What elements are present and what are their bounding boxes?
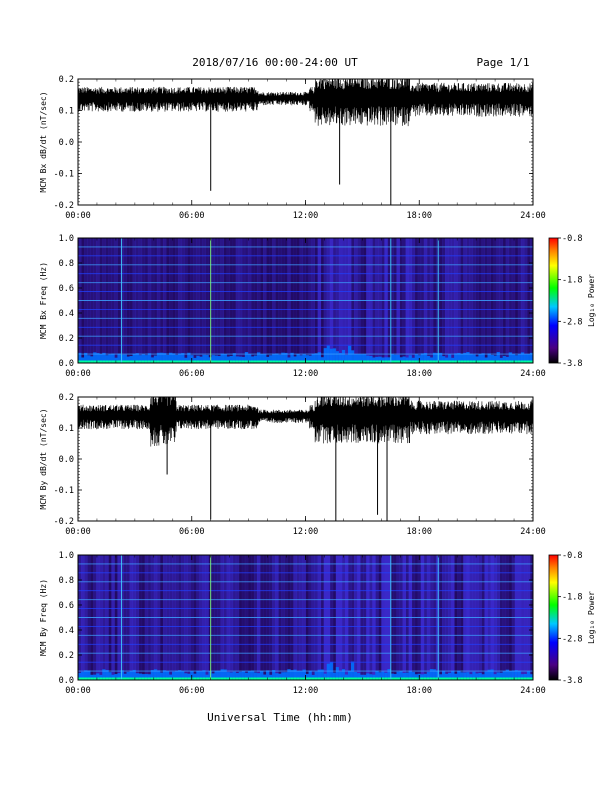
y-tick-label: 0.0 (59, 455, 74, 465)
y-tick-label: 0.0 (59, 676, 74, 686)
y-axis-label: MCM By dB/dt (nT/sec) (39, 408, 48, 509)
y-tick-label: 0.2 (59, 75, 74, 85)
x-tick-label: 00:00 (65, 527, 91, 537)
y-tick-label: 0.0 (59, 138, 74, 148)
y-tick-label: 0.6 (59, 601, 74, 611)
y-tick-label: 0.6 (59, 284, 74, 294)
x-tick-label: 24:00 (520, 686, 546, 696)
y-tick-label: 0.1 (59, 424, 74, 434)
x-tick-label: 06:00 (179, 369, 205, 379)
y-tick-label: -0.2 (54, 201, 74, 211)
colorbar (548, 237, 559, 364)
x-tick-label: 06:00 (179, 686, 205, 696)
y-tick-label: -0.1 (54, 486, 74, 496)
x-tick-label: 12:00 (293, 527, 319, 537)
x-tick-label: 12:00 (293, 211, 319, 221)
panel-1: 0.2 0.1 0.0 -0.1 -0.200:00 06:00 12:00 18:00 24:… (39, 75, 546, 221)
x-tick-label: 12:00 (293, 686, 319, 696)
series-line (78, 79, 533, 127)
panel-2: 1.0 0.8 0.6 0.4 0.2 0.0 -0.8 -1.8 -2.8 -3.8 Log₁₀ … (39, 234, 596, 379)
y-tick-label: 0.2 (59, 334, 74, 344)
y-tick-label: 0.2 (59, 393, 74, 403)
colorbar (548, 554, 559, 681)
colorbar-tick-label: -2.8 (562, 634, 582, 644)
x-tick-label: 18:00 (406, 211, 432, 221)
y-axis-label: MCM Bx dB/dt (nT/sec) (39, 91, 48, 192)
x-tick-label: 18:00 (406, 527, 432, 537)
figure-title: 2018/07/16 00:00-24:00 UT (192, 56, 358, 69)
x-tick-label: 00:00 (65, 369, 91, 379)
colorbar-tick-label: -2.8 (562, 317, 582, 327)
y-tick-label: 0.2 (59, 651, 74, 661)
colorbar-label: Log₁₀ Power (587, 274, 596, 327)
x-tick-label: 24:00 (520, 211, 546, 221)
x-tick-label: 00:00 (65, 686, 91, 696)
y-tick-label: -0.2 (54, 517, 74, 527)
y-tick-label: 0.1 (59, 107, 74, 117)
colorbar-tick-label: -3.8 (562, 676, 582, 686)
x-tick-label: 24:00 (520, 369, 546, 379)
colorbar-tick-label: -1.8 (562, 276, 582, 286)
panel-3: 0.2 0.1 0.0 -0.1 -0.200:00 06:00 12:00 18:00 24:… (39, 393, 546, 537)
x-axis-title: Universal Time (hh:mm) (207, 711, 353, 724)
colorbar-tick-label: -3.8 (562, 359, 582, 369)
x-tick-label: 12:00 (293, 369, 319, 379)
colorbar-tick-label: -0.8 (562, 234, 582, 244)
y-tick-label: -0.1 (54, 170, 74, 180)
x-tick-label: 24:00 (520, 527, 546, 537)
y-tick-label: 0.4 (59, 626, 74, 636)
x-tick-label: 00:00 (65, 211, 91, 221)
x-tick-label: 06:00 (179, 211, 205, 221)
colorbar-tick-label: -0.8 (562, 551, 582, 561)
y-tick-label: 1.0 (59, 551, 74, 561)
colorbar-tick-label: -1.8 (562, 593, 582, 603)
colorbar-label: Log₁₀ Power (587, 591, 596, 644)
y-tick-label: 0.8 (59, 576, 74, 586)
y-tick-label: 0.0 (59, 359, 74, 369)
x-tick-label: 18:00 (406, 369, 432, 379)
page-indicator: Page 1/1 (477, 56, 530, 69)
panel-4: 1.0 0.8 0.6 0.4 0.2 0.0 -0.8 -1.8 -2.8 -3.8 Log₁₀ … (39, 551, 596, 696)
series-line (78, 397, 533, 447)
y-axis-label: MCM By Freq (Hz) (39, 579, 48, 656)
y-tick-label: 0.4 (59, 309, 74, 319)
x-tick-label: 06:00 (179, 527, 205, 537)
x-tick-label: 18:00 (406, 686, 432, 696)
y-tick-label: 0.8 (59, 259, 74, 269)
y-axis-label: MCM Bx Freq (Hz) (39, 262, 48, 339)
y-tick-label: 1.0 (59, 234, 74, 244)
